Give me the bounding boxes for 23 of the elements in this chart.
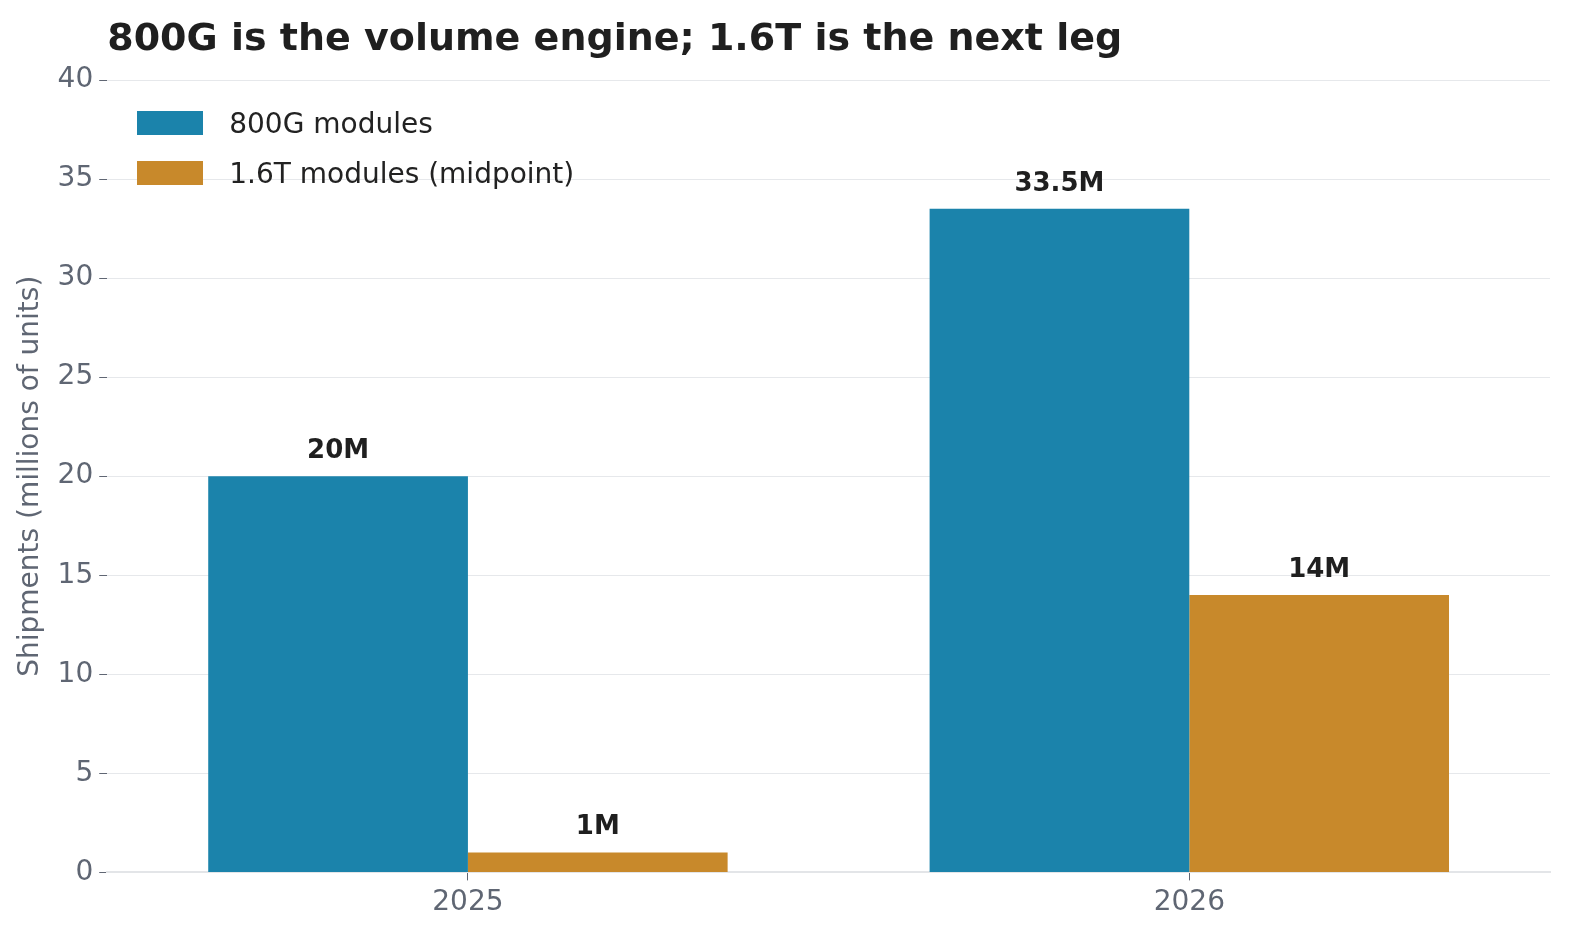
y-tick-label: 25 — [57, 358, 94, 392]
bar — [208, 476, 468, 872]
y-tick-label: 0 — [75, 853, 94, 887]
y-tick-label: 20 — [57, 457, 94, 491]
x-tick-label: 2025 — [432, 884, 504, 918]
y-tick-label: 5 — [75, 754, 94, 788]
bar — [929, 208, 1190, 872]
bar — [1189, 595, 1450, 872]
chart-title: 800G is the volume engine; 1.6T is the next leg — [107, 14, 1123, 59]
bar — [467, 852, 728, 872]
data-label: 33.5M — [1014, 166, 1105, 197]
legend-label: 1.6T modules (midpoint) — [229, 156, 575, 190]
y-tick-label: 40 — [57, 61, 94, 95]
data-label: 1M — [575, 810, 620, 841]
data-label: 20M — [307, 433, 370, 464]
y-tick-label: 30 — [57, 259, 94, 293]
legend-label: 800G modules — [229, 106, 433, 140]
x-tick-label: 2026 — [1153, 884, 1225, 918]
y-tick-label: 10 — [57, 655, 94, 689]
y-tick-label: 15 — [57, 556, 94, 590]
data-label: 14M — [1288, 552, 1351, 583]
y-tick-label: 35 — [57, 160, 94, 194]
y-axis-title: Shipments (millions of units) — [12, 275, 46, 677]
